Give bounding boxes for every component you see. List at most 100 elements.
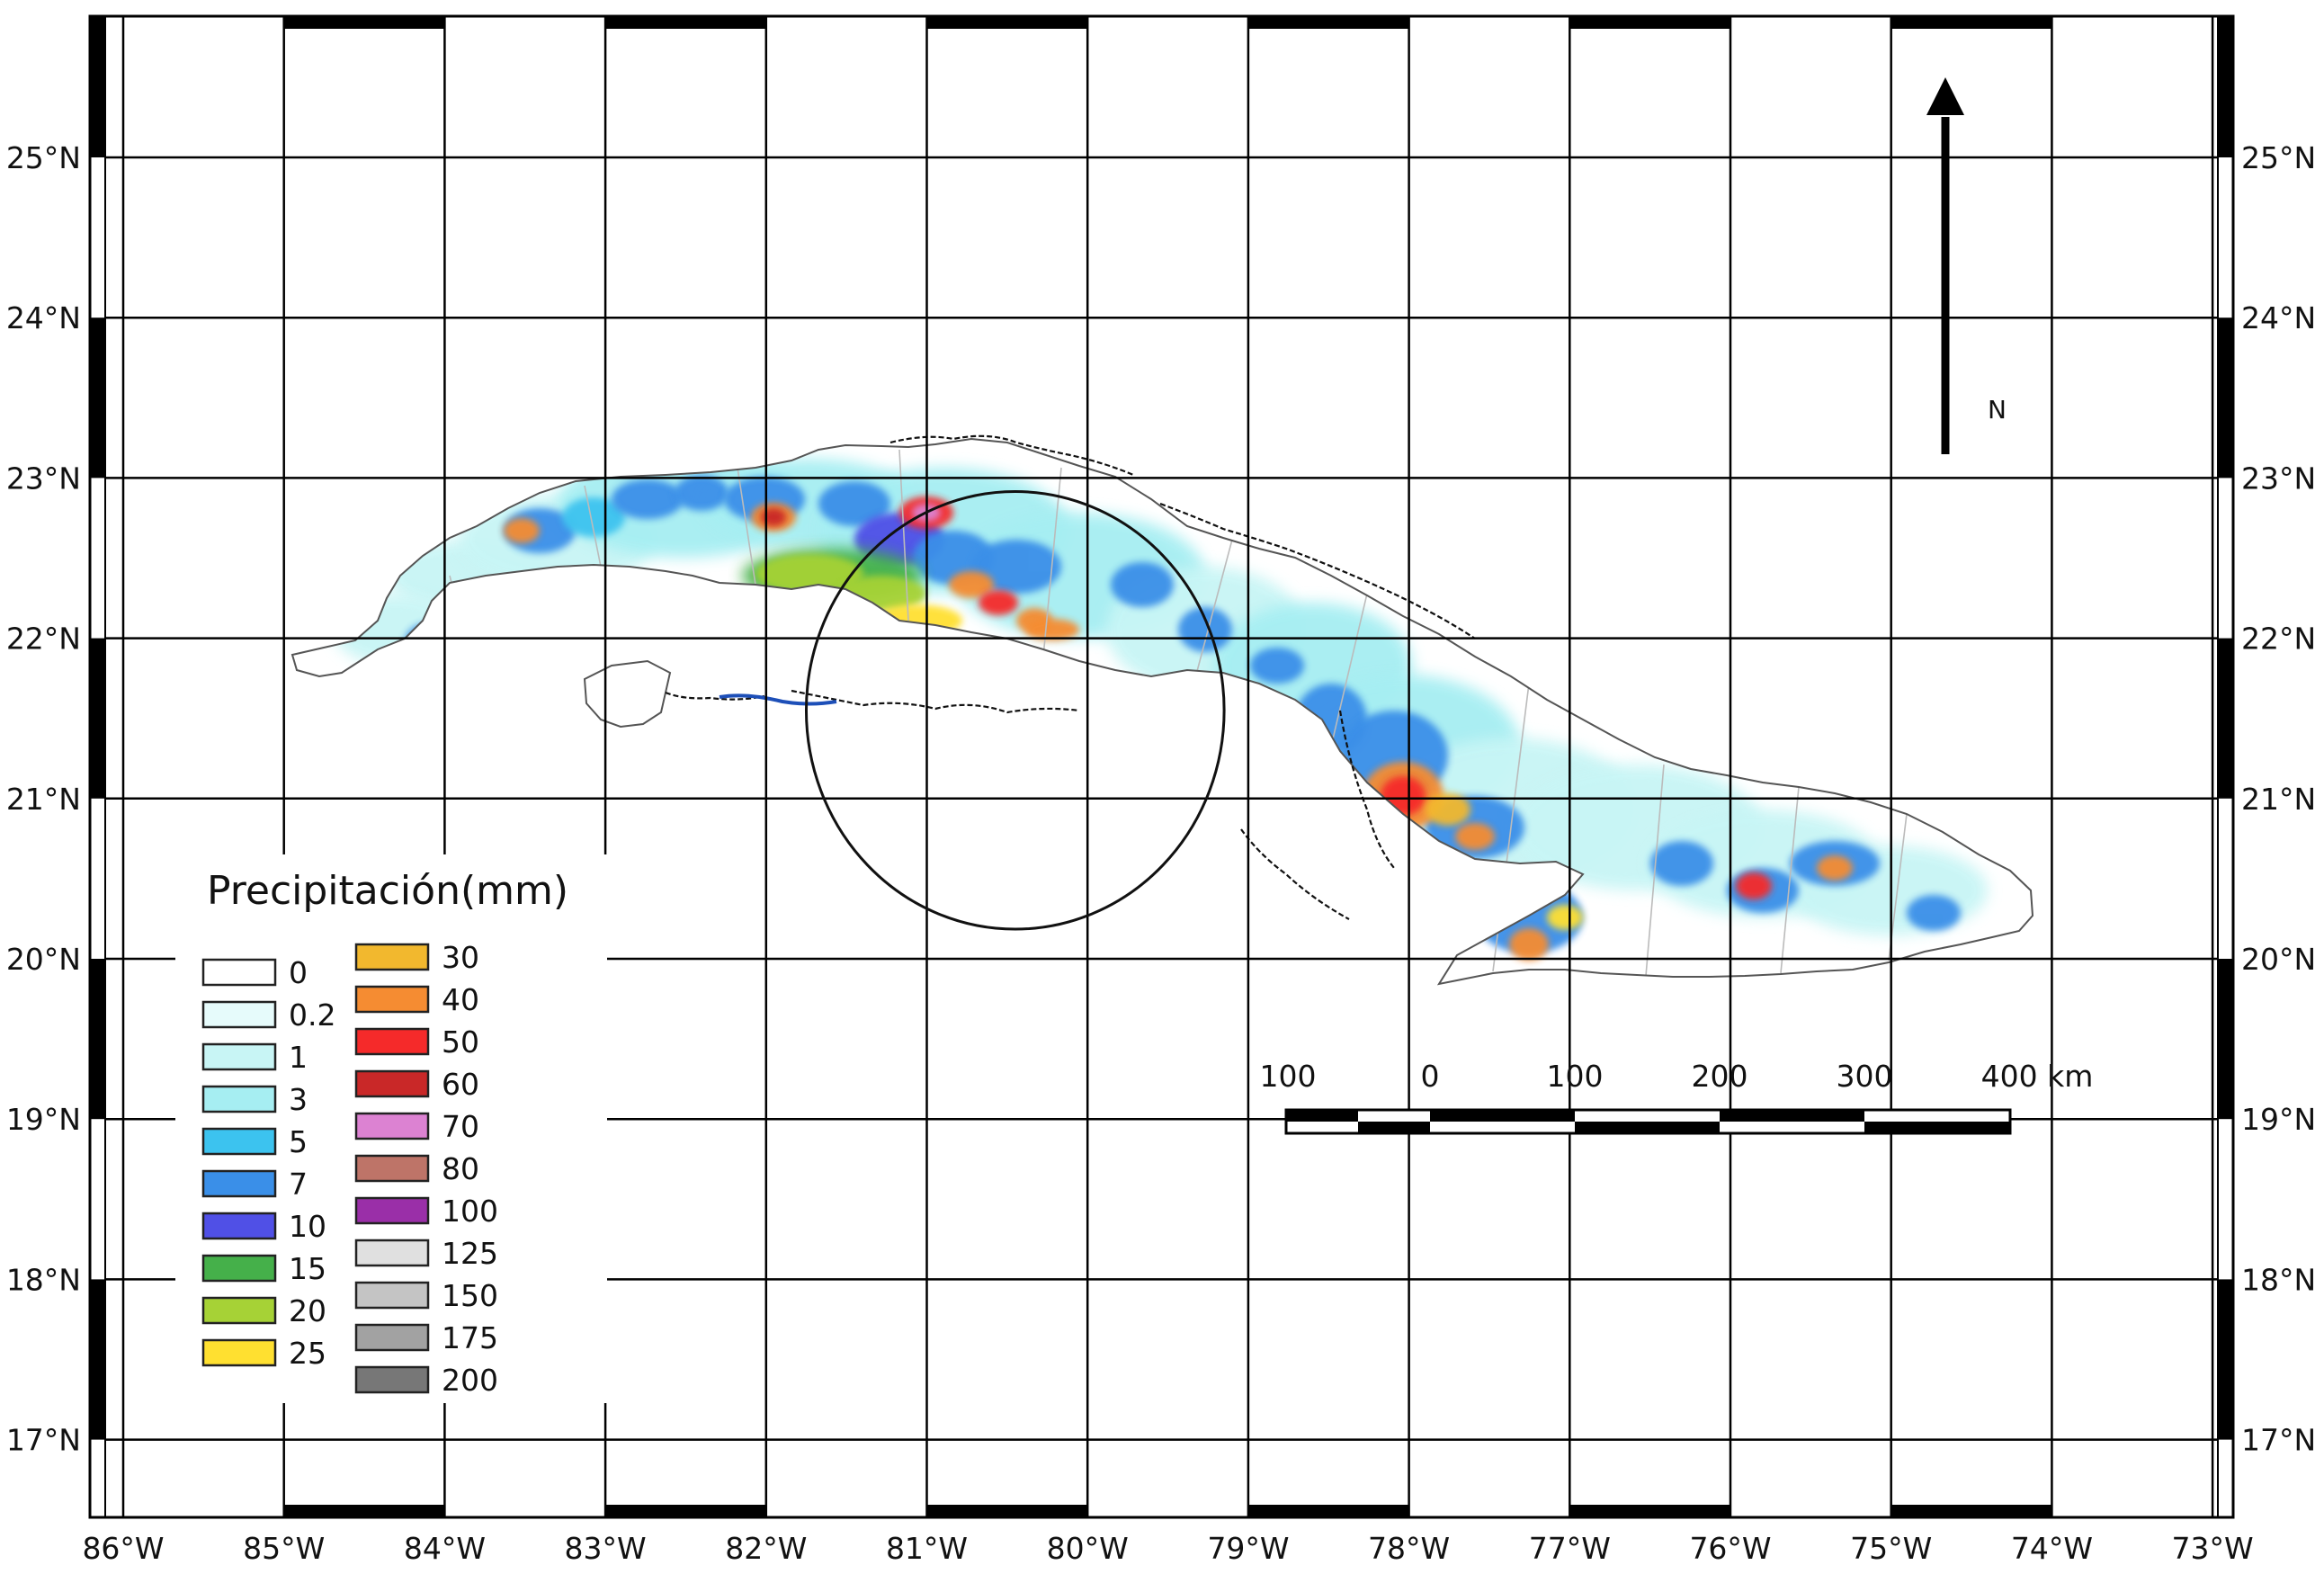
frame-bar bbox=[283, 16, 445, 29]
frame-bar bbox=[283, 1505, 445, 1517]
precip-cell bbox=[1426, 793, 1470, 826]
precip-cell bbox=[818, 481, 890, 526]
legend-swatch bbox=[354, 1323, 430, 1352]
frame-bar bbox=[2218, 1279, 2233, 1440]
legend-swatch bbox=[354, 1239, 430, 1267]
lon-tick-label: 77°W bbox=[1529, 1531, 1611, 1566]
legend-swatch bbox=[201, 1085, 277, 1113]
precip-cell bbox=[949, 571, 994, 598]
cay-line bbox=[889, 434, 1134, 477]
province-boundary bbox=[1195, 539, 1233, 675]
lon-tick-label: 84°W bbox=[404, 1531, 486, 1566]
lat-tick-label: 17°N bbox=[2241, 1423, 2316, 1458]
isla-juventud-coastline bbox=[583, 659, 672, 729]
cay-line bbox=[791, 689, 1080, 714]
lat-tick-label: 23°N bbox=[2241, 461, 2316, 496]
lon-tick-label: 74°W bbox=[2011, 1531, 2093, 1566]
scale-label: 200 bbox=[1692, 1059, 1748, 1094]
precip-cell bbox=[979, 590, 1018, 615]
legend-swatch bbox=[201, 1296, 277, 1325]
lat-tick-label: 25°N bbox=[2241, 140, 2316, 175]
latitude-labels: 25°N 25°N 24°N 24°N 23°N 23°N 22°N 22°N 21°N 21°N… bbox=[6, 140, 2316, 1458]
province-boundary bbox=[1330, 593, 1368, 747]
precip-cell bbox=[755, 554, 863, 594]
lon-tick-label: 80°W bbox=[1047, 1531, 1129, 1566]
frame-bar bbox=[1569, 16, 1730, 29]
legend-swatch bbox=[354, 1281, 430, 1310]
precip-cell bbox=[1455, 823, 1495, 850]
frame-bar bbox=[926, 1505, 1088, 1517]
legend-label: 20 bbox=[289, 1293, 326, 1328]
province-boundary bbox=[584, 485, 603, 577]
lat-tick-label: 21°N bbox=[6, 782, 81, 817]
lat-tick-label: 23°N bbox=[6, 461, 81, 496]
legend-swatch bbox=[201, 1338, 277, 1367]
province-boundary bbox=[737, 467, 756, 586]
legend-column-1: 0 0.2 1 3 5 7 10 15 20 25 bbox=[201, 955, 335, 1371]
legend-label: 0 bbox=[289, 955, 308, 990]
frame-bar bbox=[2218, 317, 2233, 478]
lon-tick-label: 85°W bbox=[243, 1531, 325, 1566]
frame-bar bbox=[90, 1279, 105, 1440]
scale-seg bbox=[1575, 1122, 1720, 1133]
precip-cell bbox=[1111, 562, 1174, 607]
lat-tick-label: 22°N bbox=[2241, 622, 2316, 657]
frame-tick-bars bbox=[90, 16, 2233, 1517]
legend-label: 200 bbox=[442, 1363, 498, 1398]
legend-swatch bbox=[354, 1154, 430, 1183]
legend-label: 70 bbox=[442, 1109, 479, 1144]
longitude-labels: 86°W 85°W 84°W 83°W 82°W 81°W 80°W 79°W 78°W 77°W… bbox=[82, 1531, 2253, 1566]
legend-label: 100 bbox=[442, 1194, 498, 1229]
precip-cell bbox=[1650, 841, 1713, 886]
lat-tick-label: 20°N bbox=[6, 942, 81, 977]
legend-swatch bbox=[201, 958, 277, 987]
scale-label: 300 bbox=[1837, 1059, 1893, 1094]
frame-bar bbox=[1569, 1505, 1730, 1517]
lat-tick-label: 24°N bbox=[2241, 300, 2316, 335]
precip-cell bbox=[1736, 872, 1772, 899]
legend-label: 3 bbox=[289, 1082, 308, 1117]
legend-swatch bbox=[201, 1254, 277, 1283]
lon-tick-label: 81°W bbox=[886, 1531, 968, 1566]
legend-label: 25 bbox=[289, 1336, 326, 1371]
lat-tick-label: 18°N bbox=[2241, 1262, 2316, 1297]
cay-line bbox=[1240, 828, 1350, 920]
frame-bar bbox=[1247, 16, 1409, 29]
precip-cell bbox=[1907, 895, 1961, 931]
legend-label: 10 bbox=[289, 1209, 326, 1244]
legend-swatch bbox=[354, 1069, 430, 1098]
frame-bar bbox=[926, 16, 1088, 29]
precip-cell bbox=[1250, 648, 1304, 684]
scale-label: 100 bbox=[1547, 1059, 1604, 1094]
frame-bar bbox=[605, 16, 766, 29]
precip-cell bbox=[1547, 905, 1583, 930]
legend-swatch bbox=[354, 943, 430, 971]
scale-seg bbox=[1864, 1122, 2010, 1133]
frame-bar bbox=[90, 317, 105, 478]
precip-cell bbox=[971, 540, 1061, 594]
lon-tick-label: 76°W bbox=[1689, 1531, 1771, 1566]
frame-bar bbox=[1890, 16, 2052, 29]
legend-swatch bbox=[201, 1000, 277, 1029]
frame-bar bbox=[2218, 16, 2233, 157]
lon-tick-label: 82°W bbox=[725, 1531, 807, 1566]
legend-swatch bbox=[354, 1027, 430, 1056]
lat-tick-label: 19°N bbox=[6, 1102, 81, 1137]
precip-cell bbox=[1025, 619, 1079, 640]
province-boundary bbox=[1645, 764, 1665, 977]
precipitation-legend: Precipitación(mm) 0 0.2 1 3 5 7 10 15 20 25 30 40 5… bbox=[175, 854, 607, 1403]
cuba-coastline bbox=[290, 437, 2034, 986]
frame-bar bbox=[1247, 1505, 1409, 1517]
precip-cell bbox=[761, 508, 786, 526]
scale-seg bbox=[1286, 1110, 1358, 1122]
frame-bar bbox=[1890, 1505, 2052, 1517]
legend-label: 15 bbox=[289, 1251, 326, 1286]
scale-seg bbox=[1720, 1110, 1864, 1122]
precip-cell bbox=[1178, 607, 1232, 652]
frame-bar bbox=[2218, 959, 2233, 1120]
precip-cell bbox=[1509, 928, 1549, 961]
legend-swatch bbox=[201, 1127, 277, 1156]
legend-swatch bbox=[201, 1212, 277, 1240]
legend-swatch bbox=[354, 1112, 430, 1140]
